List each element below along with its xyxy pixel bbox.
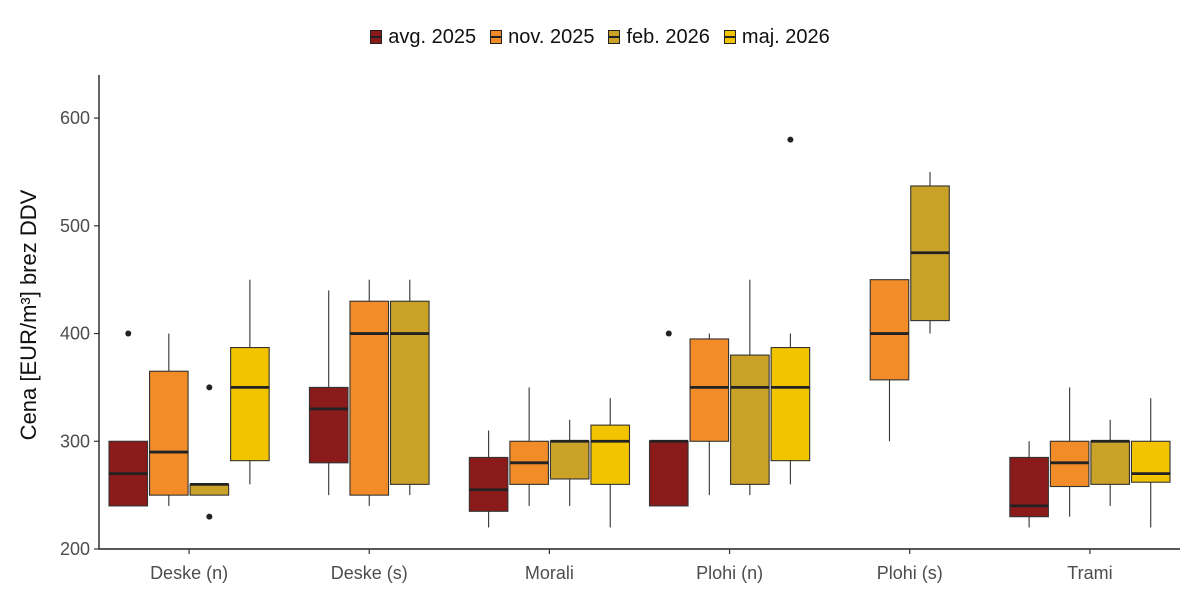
legend-label: avg. 2025 <box>388 25 477 48</box>
x-tick-label: Trami <box>1067 563 1112 583</box>
box-body <box>770 346 811 462</box>
box-feb-2026-deske-s- <box>389 279 430 496</box>
box-nov-2025-morali <box>509 387 549 506</box>
outlier-point <box>665 330 672 337</box>
y-tick-label: 200 <box>60 539 90 559</box>
x-tick-label: Plohi (n) <box>696 563 763 583</box>
box-body <box>389 300 430 485</box>
y-tick-label: 300 <box>60 431 90 451</box>
box-nov-2025-deske-n- <box>148 333 189 506</box>
box-body <box>730 354 770 485</box>
x-tick-label: Deske (n) <box>150 563 228 583</box>
plot-marks <box>108 136 1171 528</box>
box-body <box>689 338 730 442</box>
box-nov-2025-trami <box>1049 387 1090 517</box>
box-maj-2026-morali <box>590 398 631 528</box>
legend-item: feb. 2026 <box>608 25 710 49</box>
box-body <box>549 440 590 480</box>
outlier-point <box>206 384 213 391</box>
box-body <box>590 424 631 485</box>
box-maj-2026-plohi-n- <box>770 136 811 485</box>
legend-key <box>608 30 621 44</box>
box-body <box>189 483 230 496</box>
box-body <box>349 300 390 496</box>
box-avg-2025-trami <box>1009 441 1049 528</box>
legend-label: maj. 2026 <box>741 25 830 48</box>
x-tick-label: Plohi (s) <box>877 563 943 583</box>
box-feb-2026-plohi-s- <box>910 171 950 334</box>
box-feb-2026-deske-n- <box>189 384 230 520</box>
box-nov-2025-deske-s- <box>349 279 390 506</box>
box-feb-2026-trami <box>1090 419 1131 506</box>
box-avg-2025-morali <box>468 430 509 528</box>
box-avg-2025-deske-n- <box>108 330 149 507</box>
legend-label: nov. 2025 <box>508 25 595 48</box>
box-body <box>1090 440 1131 485</box>
box-body <box>230 346 270 462</box>
box-body <box>148 370 189 496</box>
legend-label: feb. 2026 <box>626 25 710 48</box>
chart-legend: avg. 2025 nov. 2025 feb. 2026 maj. 2026 <box>0 22 1200 52</box>
box-body <box>869 279 910 381</box>
y-tick-label: 600 <box>60 108 90 128</box>
legend-key <box>370 30 383 44</box>
y-tick-label: 500 <box>60 216 90 236</box>
box-body <box>1009 456 1049 518</box>
outlier-point <box>206 513 213 520</box>
box-body <box>468 456 509 512</box>
box-body <box>308 386 349 464</box>
box-avg-2025-plohi-n- <box>648 330 689 507</box>
box-feb-2026-morali <box>549 419 590 506</box>
x-tick-label: Morali <box>525 563 574 583</box>
box-nov-2025-plohi-n- <box>689 333 730 496</box>
box-body <box>1130 440 1171 483</box>
outlier-point <box>125 330 132 337</box>
y-tick-label: 400 <box>60 324 90 344</box>
box-feb-2026-plohi-n- <box>730 279 770 496</box>
box-nov-2025-plohi-s- <box>869 279 910 442</box>
legend-key <box>490 30 503 44</box>
box-avg-2025-deske-s- <box>308 290 349 496</box>
legend-key <box>723 30 736 44</box>
legend-item: nov. 2025 <box>490 26 594 49</box>
box-maj-2026-trami <box>1130 398 1171 528</box>
box-body <box>648 440 689 507</box>
outlier-point <box>787 136 794 143</box>
y-axis-title: Cena [EUR/m³] brez DDV <box>16 189 41 440</box>
axes: 200 300 400 500 600 Deske (n) Deske (s) Morali P… <box>60 75 1180 583</box>
legend-item: maj. 2026 <box>723 25 830 49</box>
x-tick-label: Deske (s) <box>331 563 408 583</box>
legend-item: avg. 2025 <box>370 26 476 49</box>
box-maj-2026-deske-n- <box>230 279 270 485</box>
